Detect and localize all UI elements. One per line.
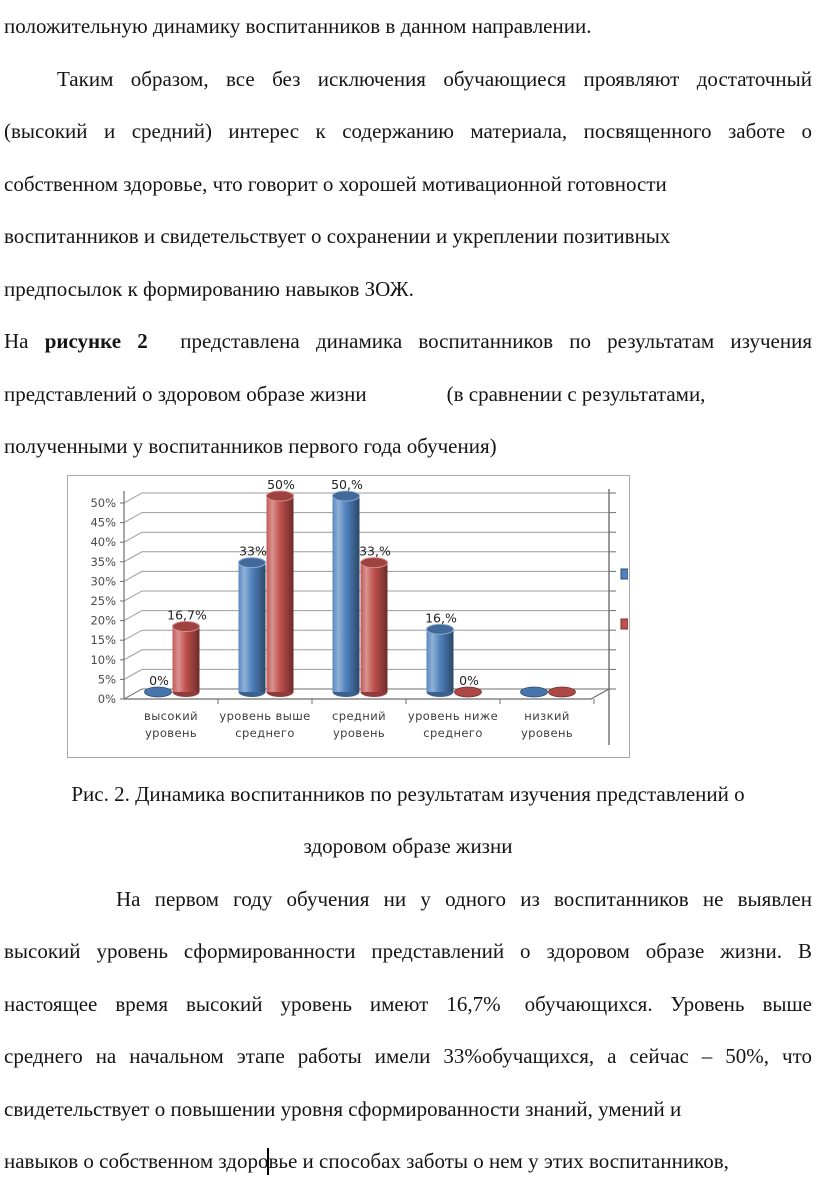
chart-bars (144, 490, 576, 697)
text-run-bold: рисунке 2 (44, 329, 148, 353)
text-run: представлена динамика воспитанников по р… (180, 329, 813, 353)
paragraph-line: На первом году обучения ни у одного из в… (116, 886, 812, 911)
svg-text:30%: 30% (90, 574, 116, 588)
svg-text:средний: средний (332, 709, 386, 723)
paragraph-line: На рисунке 2 представлена динамика воспи… (4, 315, 812, 368)
paragraph-line: высокий уровень сформированности предста… (4, 939, 812, 963)
svg-text:уровень: уровень (333, 726, 385, 740)
svg-text:33,%: 33,% (359, 543, 391, 558)
svg-text:высокий: высокий (144, 709, 198, 723)
figure-caption-line: Рис. 2. Динамика воспитанников по резуль… (71, 781, 745, 806)
bar (332, 490, 360, 697)
svg-text:уровень: уровень (521, 726, 573, 740)
text-cursor (267, 1148, 269, 1175)
bar (144, 686, 172, 697)
paragraph-line: (высокий и средний) интерес к содержанию… (4, 119, 812, 143)
paragraph-line: предпосылок к формированию навыков ЗОЖ. (4, 276, 414, 301)
svg-text:5%: 5% (98, 672, 116, 686)
svg-text:0%: 0% (149, 673, 169, 688)
paragraph-line: полученными у воспитанников первого года… (4, 434, 497, 458)
paragraph-line: представлений о здоровом образе жизни (в … (4, 368, 812, 421)
bar (360, 556, 388, 697)
paragraph-line: настоящее время высокий уровень имеют 16… (4, 978, 812, 1031)
paragraph-line: положительную динамику воспитанников в д… (4, 14, 592, 38)
bar (426, 623, 454, 697)
chart-legend (620, 568, 628, 629)
text-run: (в сравнении с результатами, (446, 381, 706, 406)
svg-text:50%: 50% (90, 496, 116, 510)
svg-text:45%: 45% (90, 515, 116, 529)
figure-chart[interactable]: 0% 5% 10% 15% 20% 25% 30% 35% 40% 45% 50% 0% 33% 50,%… (67, 474, 630, 758)
bar (266, 490, 294, 697)
svg-text:16,7%: 16,7% (167, 607, 207, 622)
svg-text:35%: 35% (90, 554, 116, 568)
svg-text:0%: 0% (459, 673, 479, 688)
text-run: навыков о собственном здоровье и способа… (4, 1149, 729, 1173)
paragraph-line: навыков о собственном здоровье и способа… (4, 1135, 812, 1181)
text-run: представлений о здоровом образе жизни (4, 381, 367, 406)
bar (238, 556, 266, 697)
svg-text:25%: 25% (90, 594, 116, 608)
bar-chart: 0% 5% 10% 15% 20% 25% 30% 35% 40% 45% 50% 0% 33% 50,%… (90, 477, 628, 745)
paragraph-line: среднего на начальном этапе работы имели… (4, 1044, 812, 1068)
paragraph-line: воспитанников и свидетельствует о сохран… (4, 224, 671, 248)
svg-text:0%: 0% (98, 692, 116, 706)
svg-text:20%: 20% (90, 613, 116, 627)
text-run: обучающихся. Уровень выше (524, 991, 812, 1016)
svg-text:низкий: низкий (524, 709, 569, 723)
paragraph-line: свидетельствует о повышении уровня сформ… (4, 1096, 682, 1121)
svg-text:33%: 33% (239, 543, 267, 558)
svg-text:среднего: среднего (423, 726, 483, 740)
paragraph-line: Таким образом, все без исключения обучаю… (57, 66, 812, 91)
svg-text:50%: 50% (267, 477, 295, 492)
svg-text:10%: 10% (90, 652, 116, 666)
svg-text:уровень: уровень (145, 726, 197, 740)
svg-text:уровень ниже: уровень ниже (408, 709, 498, 723)
svg-text:50,%: 50,% (331, 477, 363, 492)
bar (172, 620, 200, 697)
bar (548, 686, 576, 697)
svg-text:40%: 40% (90, 535, 116, 549)
bar (454, 686, 482, 697)
svg-text:среднего: среднего (235, 726, 295, 740)
text-run: На (4, 329, 29, 353)
chart-data-labels: 0% 33% 50,% 16,% 16,7% 50% 33,% 0% (149, 477, 479, 688)
text-run: настоящее время высокий уровень имеют 16… (4, 991, 501, 1016)
svg-text:16,%: 16,% (425, 610, 457, 625)
paragraph-line: собственном здоровье, что говорит о хоро… (4, 171, 667, 196)
bar (520, 686, 548, 697)
chart-category-labels: высокий уровень уровень выше среднего средни… (144, 709, 573, 740)
svg-text:уровень выше: уровень выше (219, 709, 310, 723)
figure-caption-line: здоровом образе жизни (303, 834, 513, 858)
svg-text:15%: 15% (90, 633, 116, 647)
